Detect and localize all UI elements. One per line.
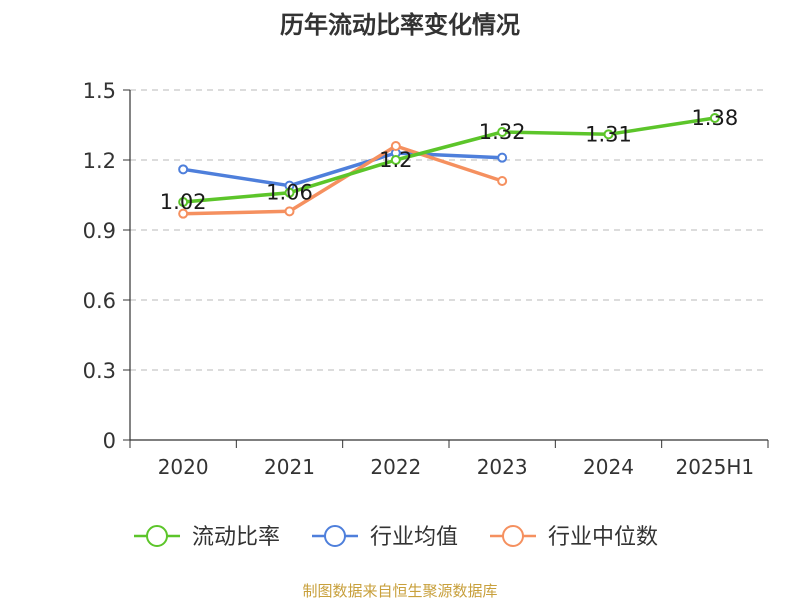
chart-title: 历年流动比率变化情况 (280, 11, 520, 39)
y-tick-label: 0.6 (83, 289, 116, 313)
y-tick-label: 0.3 (83, 359, 116, 383)
grid-lines (130, 89, 768, 371)
legend-label: 行业中位数 (548, 525, 658, 550)
x-tick-label: 2024 (583, 455, 634, 479)
y-tick-label: 1.2 (83, 149, 116, 173)
x-tick-label: 2025H1 (675, 455, 754, 479)
series-lines (178, 113, 720, 219)
data-label: 1.2 (379, 148, 412, 172)
series-line (181, 144, 504, 216)
data-label: 1.06 (266, 181, 313, 205)
y-tick-label: 1.5 (83, 79, 116, 103)
data-point (178, 164, 189, 175)
legend-item-1[interactable]: 行业均值 (312, 525, 458, 550)
legend-marker (146, 525, 168, 547)
series-2 (178, 141, 508, 219)
x-axis: 2020 2021 2022 2023 2024 2025H1 (129, 439, 769, 479)
x-tick-label: 2023 (477, 455, 528, 479)
legend-marker (324, 525, 346, 547)
data-point (497, 127, 508, 137)
source-note: 制图数据来自恒生聚源数据库 (302, 582, 497, 600)
data-point (709, 113, 720, 123)
data-point (390, 141, 401, 151)
y-axis: 0 0.3 0.6 0.9 1.2 1.5 (83, 79, 131, 453)
y-tick-label: 0.9 (83, 219, 116, 243)
data-label: 1.38 (691, 106, 738, 130)
legend-item-0[interactable]: 流动比率 (134, 525, 280, 550)
legend-label: 流动比率 (192, 525, 280, 550)
x-tick-label: 2022 (370, 455, 421, 479)
data-labels: 1.02 1.06 1.2 1.32 1.31 1.38 (160, 106, 738, 214)
legend-marker (502, 525, 524, 547)
data-point (178, 208, 189, 219)
y-tick-label: 0 (103, 429, 116, 453)
data-point (284, 187, 295, 198)
legend-item-2[interactable]: 行业中位数 (490, 525, 658, 550)
data-point (178, 197, 189, 207)
data-label: 1.32 (479, 120, 526, 144)
series-0 (178, 113, 720, 207)
legend-label: 行业均值 (370, 525, 458, 550)
data-label: 1.31 (585, 122, 632, 146)
data-point (603, 129, 614, 140)
x-tick-label: 2021 (264, 455, 315, 479)
series-1 (178, 148, 508, 191)
series-line (181, 116, 717, 204)
data-point (497, 176, 508, 186)
series-line (181, 151, 504, 188)
data-point (390, 155, 401, 165)
legend[interactable]: 流动比率 行业均值 行业中位数 (134, 525, 658, 550)
data-point (284, 206, 295, 217)
data-point (497, 152, 508, 163)
x-tick-label: 2020 (158, 455, 209, 479)
data-label: 1.02 (160, 190, 207, 214)
